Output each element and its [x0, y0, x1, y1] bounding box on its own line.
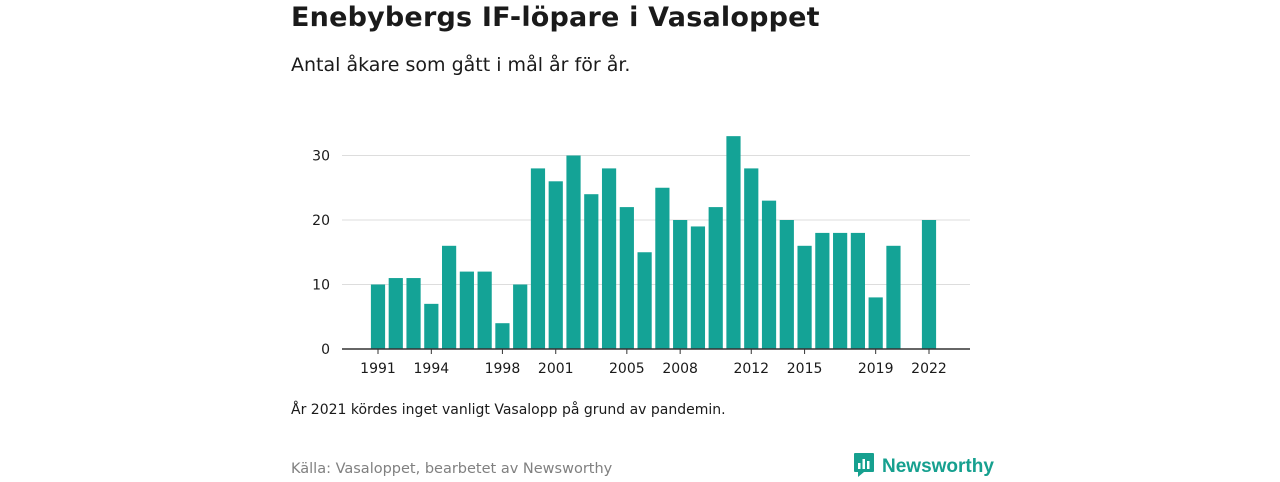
- tick-labels: 0 10 20 30 1991 1994 1998 2001 2005 2008 2012 2015 2…: [312, 149, 947, 378]
- source-credit: Källa: Vasaloppet, bearbetet av Newswort…: [291, 461, 613, 477]
- x-tick-label: 2019: [858, 361, 894, 377]
- bar-chart: 0 10 20 30 1991 1994 1998 2001 2005 2008 2012 2015 2…: [312, 136, 970, 378]
- bar-1999: [513, 284, 528, 349]
- brand-logo[interactable]: Newsworthy: [853, 452, 994, 482]
- bar-2005: [619, 207, 634, 349]
- chart-title: Enebybergs IF-löpare i Vasaloppet: [291, 2, 820, 33]
- bar-2000: [530, 168, 546, 349]
- bar-2012: [744, 168, 759, 349]
- bar-1997: [477, 271, 492, 349]
- bar-2015: [797, 245, 812, 349]
- bar-2009: [690, 226, 706, 349]
- chart-subtitle: Antal åkare som gått i mål år för år.: [291, 54, 631, 76]
- bar-1991: [370, 284, 386, 349]
- bar-2008: [673, 220, 688, 349]
- y-tick-label: 20: [312, 213, 330, 229]
- bar-2016: [815, 232, 830, 349]
- bar-1998: [495, 323, 510, 349]
- x-tick-label: 2012: [733, 361, 769, 377]
- axes: [342, 348, 970, 354]
- bar-2001: [548, 181, 563, 349]
- bar-1993: [406, 278, 421, 349]
- x-tick-label: 1998: [485, 361, 521, 377]
- x-tick-label: 2022: [911, 361, 947, 377]
- bar-2002: [566, 155, 581, 349]
- bar-2010: [708, 207, 723, 349]
- bar-1996: [459, 271, 474, 349]
- x-tick-label: 2001: [538, 361, 574, 377]
- bar-2018: [850, 232, 866, 349]
- x-tick-label: 1991: [360, 361, 396, 377]
- bar-2017: [833, 232, 848, 349]
- x-tick-label: 2005: [609, 361, 645, 377]
- bar-1995: [441, 245, 457, 349]
- bar-2007: [655, 187, 670, 349]
- bar-2022: [921, 220, 937, 349]
- bar-2003: [584, 194, 599, 349]
- x-tick-label: 2015: [787, 361, 823, 377]
- x-tick-label: 1994: [414, 361, 450, 377]
- bars: [370, 136, 937, 349]
- y-tick-label: 30: [312, 149, 330, 165]
- y-tick-label: 0: [321, 342, 330, 358]
- bar-2020: [886, 245, 901, 349]
- x-tick-label: 2008: [662, 361, 698, 377]
- y-tick-label: 10: [312, 278, 330, 294]
- brand-label: Newsworthy: [882, 456, 994, 477]
- bar-1994: [424, 303, 439, 349]
- chart-note: År 2021 kördes inget vanligt Vasalopp på…: [291, 402, 726, 418]
- bar-2006: [637, 252, 652, 349]
- bar-2014: [779, 220, 794, 349]
- bar-2013: [761, 200, 777, 349]
- bar-2011: [726, 136, 741, 349]
- newsworthy-logo-icon: [853, 452, 875, 482]
- bar-1992: [388, 278, 403, 349]
- bar-2004: [601, 168, 617, 349]
- bar-2019: [868, 297, 883, 349]
